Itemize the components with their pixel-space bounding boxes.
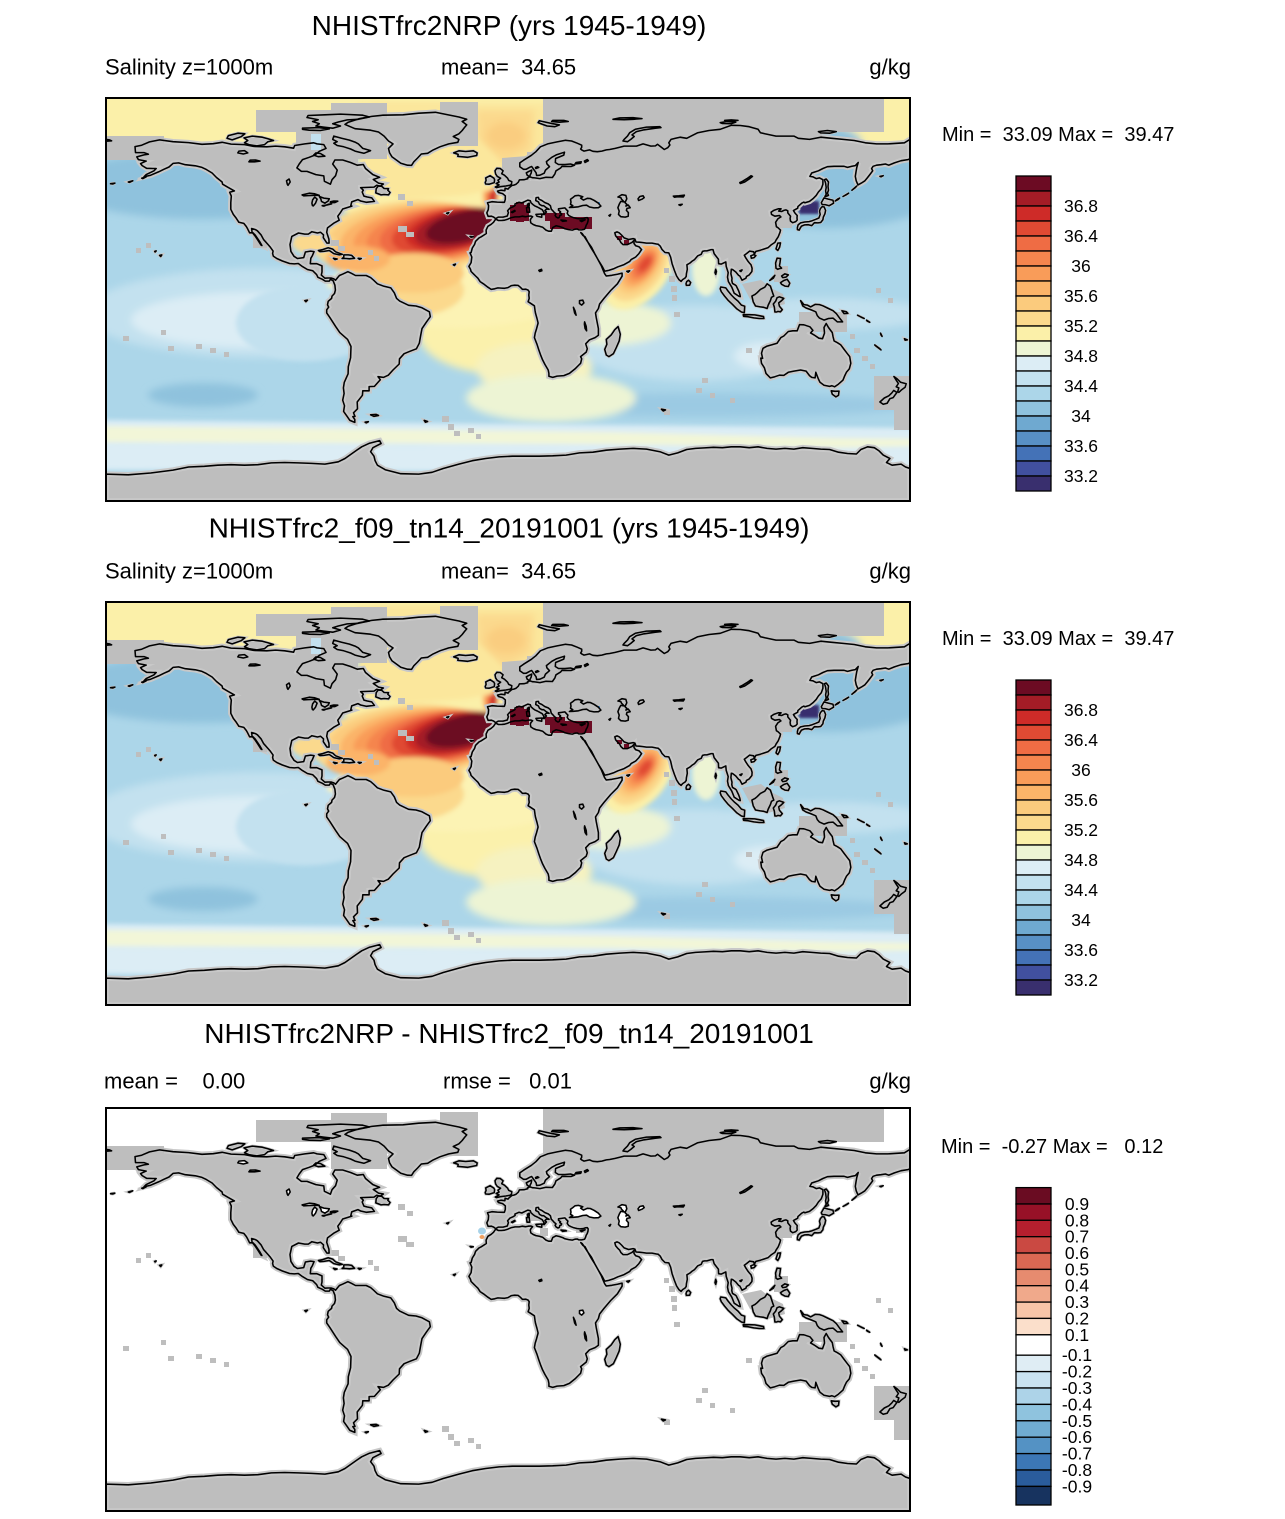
svg-text:Salinity z=1000m: Salinity z=1000m	[105, 559, 273, 584]
svg-text:g/kg: g/kg	[869, 55, 911, 80]
svg-text:35.6: 35.6	[1064, 790, 1098, 810]
svg-text:mean= 34.65: mean= 34.65	[441, 55, 576, 80]
svg-text:-0.6: -0.6	[1062, 1427, 1092, 1447]
svg-text:-0.4: -0.4	[1062, 1394, 1092, 1414]
svg-text:34: 34	[1071, 910, 1091, 930]
svg-text:35.2: 35.2	[1064, 820, 1098, 840]
svg-text:-0.8: -0.8	[1062, 1460, 1092, 1480]
svg-text:34.4: 34.4	[1064, 376, 1098, 396]
svg-text:NHISTfrc2NRP - NHISTfrc2_f09_t: NHISTfrc2NRP - NHISTfrc2_f09_tn14_201910…	[204, 1018, 814, 1049]
svg-text:34.8: 34.8	[1064, 346, 1098, 366]
svg-text:36.4: 36.4	[1064, 226, 1098, 246]
svg-text:0.1: 0.1	[1065, 1325, 1089, 1345]
svg-text:36: 36	[1071, 256, 1090, 276]
svg-text:36: 36	[1071, 760, 1090, 780]
svg-text:-0.5: -0.5	[1062, 1411, 1092, 1431]
svg-text:36.8: 36.8	[1064, 196, 1098, 216]
svg-text:NHISTfrc2NRP (yrs 1945-1949): NHISTfrc2NRP (yrs 1945-1949)	[312, 10, 707, 41]
svg-text:-0.7: -0.7	[1062, 1444, 1092, 1464]
svg-text:-0.9: -0.9	[1062, 1476, 1092, 1496]
svg-text:35.6: 35.6	[1064, 286, 1098, 306]
svg-text:0.8: 0.8	[1065, 1210, 1089, 1230]
svg-text:0.5: 0.5	[1065, 1259, 1089, 1279]
svg-text:0.7: 0.7	[1065, 1227, 1089, 1247]
svg-text:0.3: 0.3	[1065, 1292, 1089, 1312]
svg-text:36.8: 36.8	[1064, 700, 1098, 720]
svg-text:34: 34	[1071, 406, 1091, 426]
svg-text:-0.2: -0.2	[1062, 1362, 1092, 1382]
svg-text:33.2: 33.2	[1064, 970, 1098, 990]
svg-text:mean = 0.00: mean = 0.00	[104, 1069, 245, 1094]
svg-text:g/kg: g/kg	[869, 559, 911, 584]
svg-text:g/kg: g/kg	[869, 1069, 911, 1094]
svg-text:Min = -0.27 Max = 0.12: Min = -0.27 Max = 0.12	[941, 1136, 1163, 1158]
svg-text:rmse = 0.01: rmse = 0.01	[443, 1069, 572, 1094]
svg-text:Min = 33.09 Max = 39.47: Min = 33.09 Max = 39.47	[942, 124, 1174, 146]
svg-text:35.2: 35.2	[1064, 316, 1098, 336]
svg-text:36.4: 36.4	[1064, 730, 1098, 750]
svg-text:-0.3: -0.3	[1062, 1378, 1092, 1398]
svg-text:0.4: 0.4	[1065, 1276, 1090, 1296]
svg-text:mean= 34.65: mean= 34.65	[441, 559, 576, 584]
svg-text:0.6: 0.6	[1065, 1243, 1089, 1263]
svg-text:34.8: 34.8	[1064, 850, 1098, 870]
svg-text:Min = 33.09 Max = 39.47: Min = 33.09 Max = 39.47	[942, 628, 1174, 650]
svg-text:33.6: 33.6	[1064, 436, 1098, 456]
svg-text:0.9: 0.9	[1065, 1194, 1089, 1214]
svg-text:0.2: 0.2	[1065, 1308, 1089, 1328]
svg-text:-0.1: -0.1	[1062, 1345, 1092, 1365]
svg-text:33.2: 33.2	[1064, 466, 1098, 486]
svg-text:NHISTfrc2_f09_tn14_20191001 (y: NHISTfrc2_f09_tn14_20191001 (yrs 1945-19…	[209, 513, 810, 544]
svg-text:33.6: 33.6	[1064, 940, 1098, 960]
svg-text:34.4: 34.4	[1064, 880, 1098, 900]
svg-text:Salinity z=1000m: Salinity z=1000m	[105, 55, 273, 80]
